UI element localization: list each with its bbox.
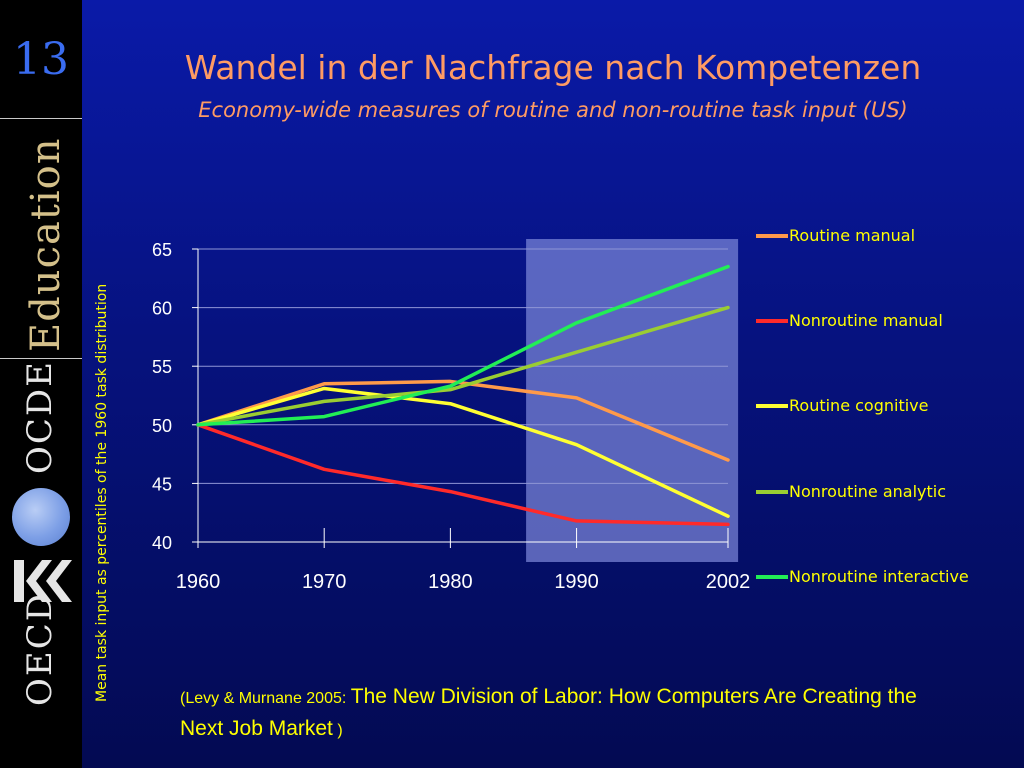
legend-label: Routine cognitive <box>789 396 929 415</box>
oecd-chevron-logo-icon <box>14 560 72 602</box>
legend-label: Nonroutine analytic <box>789 482 947 501</box>
legend-item: Routine cognitive <box>756 396 1016 416</box>
y-tick-label: 45 <box>152 474 172 494</box>
y-tick-label: 50 <box>152 416 172 436</box>
series-line-routine-cognitive <box>196 386 730 518</box>
legend-label: Nonroutine interactive <box>789 567 969 586</box>
legend-swatch <box>756 404 788 408</box>
citation-close: ) <box>332 722 343 739</box>
legend-label: Routine manual <box>789 226 916 245</box>
slide-subtitle: Economy-wide measures of routine and non… <box>198 98 908 122</box>
oecd-circle-logo-icon <box>12 488 70 546</box>
chart-axes <box>197 249 728 543</box>
legend-swatch <box>756 234 788 238</box>
slide-number: 13 <box>13 34 69 85</box>
highlight-region <box>526 239 739 562</box>
legend-swatch <box>756 319 788 323</box>
legend-item: Nonroutine analytic <box>756 482 1016 502</box>
x-tick-labels: 1960 1970 1980 1990 2002 <box>176 528 751 593</box>
legend-item: Nonroutine interactive <box>756 567 1016 587</box>
sidebar-divider <box>0 358 82 359</box>
citation-open: (Levy & Murnane 2005: <box>180 690 351 707</box>
x-tick-label: 1980 <box>428 571 473 593</box>
x-tick-label: 1960 <box>176 571 221 593</box>
x-tick-label: 1990 <box>554 571 599 593</box>
x-tick-label: 2002 <box>706 571 751 593</box>
y-tick-label: 60 <box>152 299 172 319</box>
slide-title: Wandel in der Nachfrage nach Kompetenzen <box>184 48 922 87</box>
legend-swatch <box>756 490 788 494</box>
citation: (Levy & Murnane 2005: The New Division o… <box>180 682 960 746</box>
sidebar: 13 Education OCDE OECD <box>0 0 82 768</box>
series-line-nonroutine-analytic <box>196 305 730 427</box>
series-line-routine-manual <box>196 379 730 462</box>
legend-swatch <box>756 575 788 579</box>
citation-work-title: The New Division of Labor: How Computers… <box>180 685 917 740</box>
legend-item: Nonroutine manual <box>756 311 1016 331</box>
series-lines <box>196 264 730 527</box>
series-line-nonroutine-interactive <box>196 264 730 427</box>
y-tick-label: 40 <box>152 533 172 553</box>
legend-item: Routine manual <box>756 226 1016 246</box>
series-line-nonroutine-manual <box>196 423 730 527</box>
legend-label: Nonroutine manual <box>789 311 943 330</box>
y-tick-label: 65 <box>152 240 172 260</box>
x-tick-label: 1970 <box>302 571 347 593</box>
y-tick-labels: 40 45 50 55 60 65 <box>152 240 172 553</box>
sidebar-divider <box>0 118 82 119</box>
y-tick-label: 55 <box>152 357 172 377</box>
